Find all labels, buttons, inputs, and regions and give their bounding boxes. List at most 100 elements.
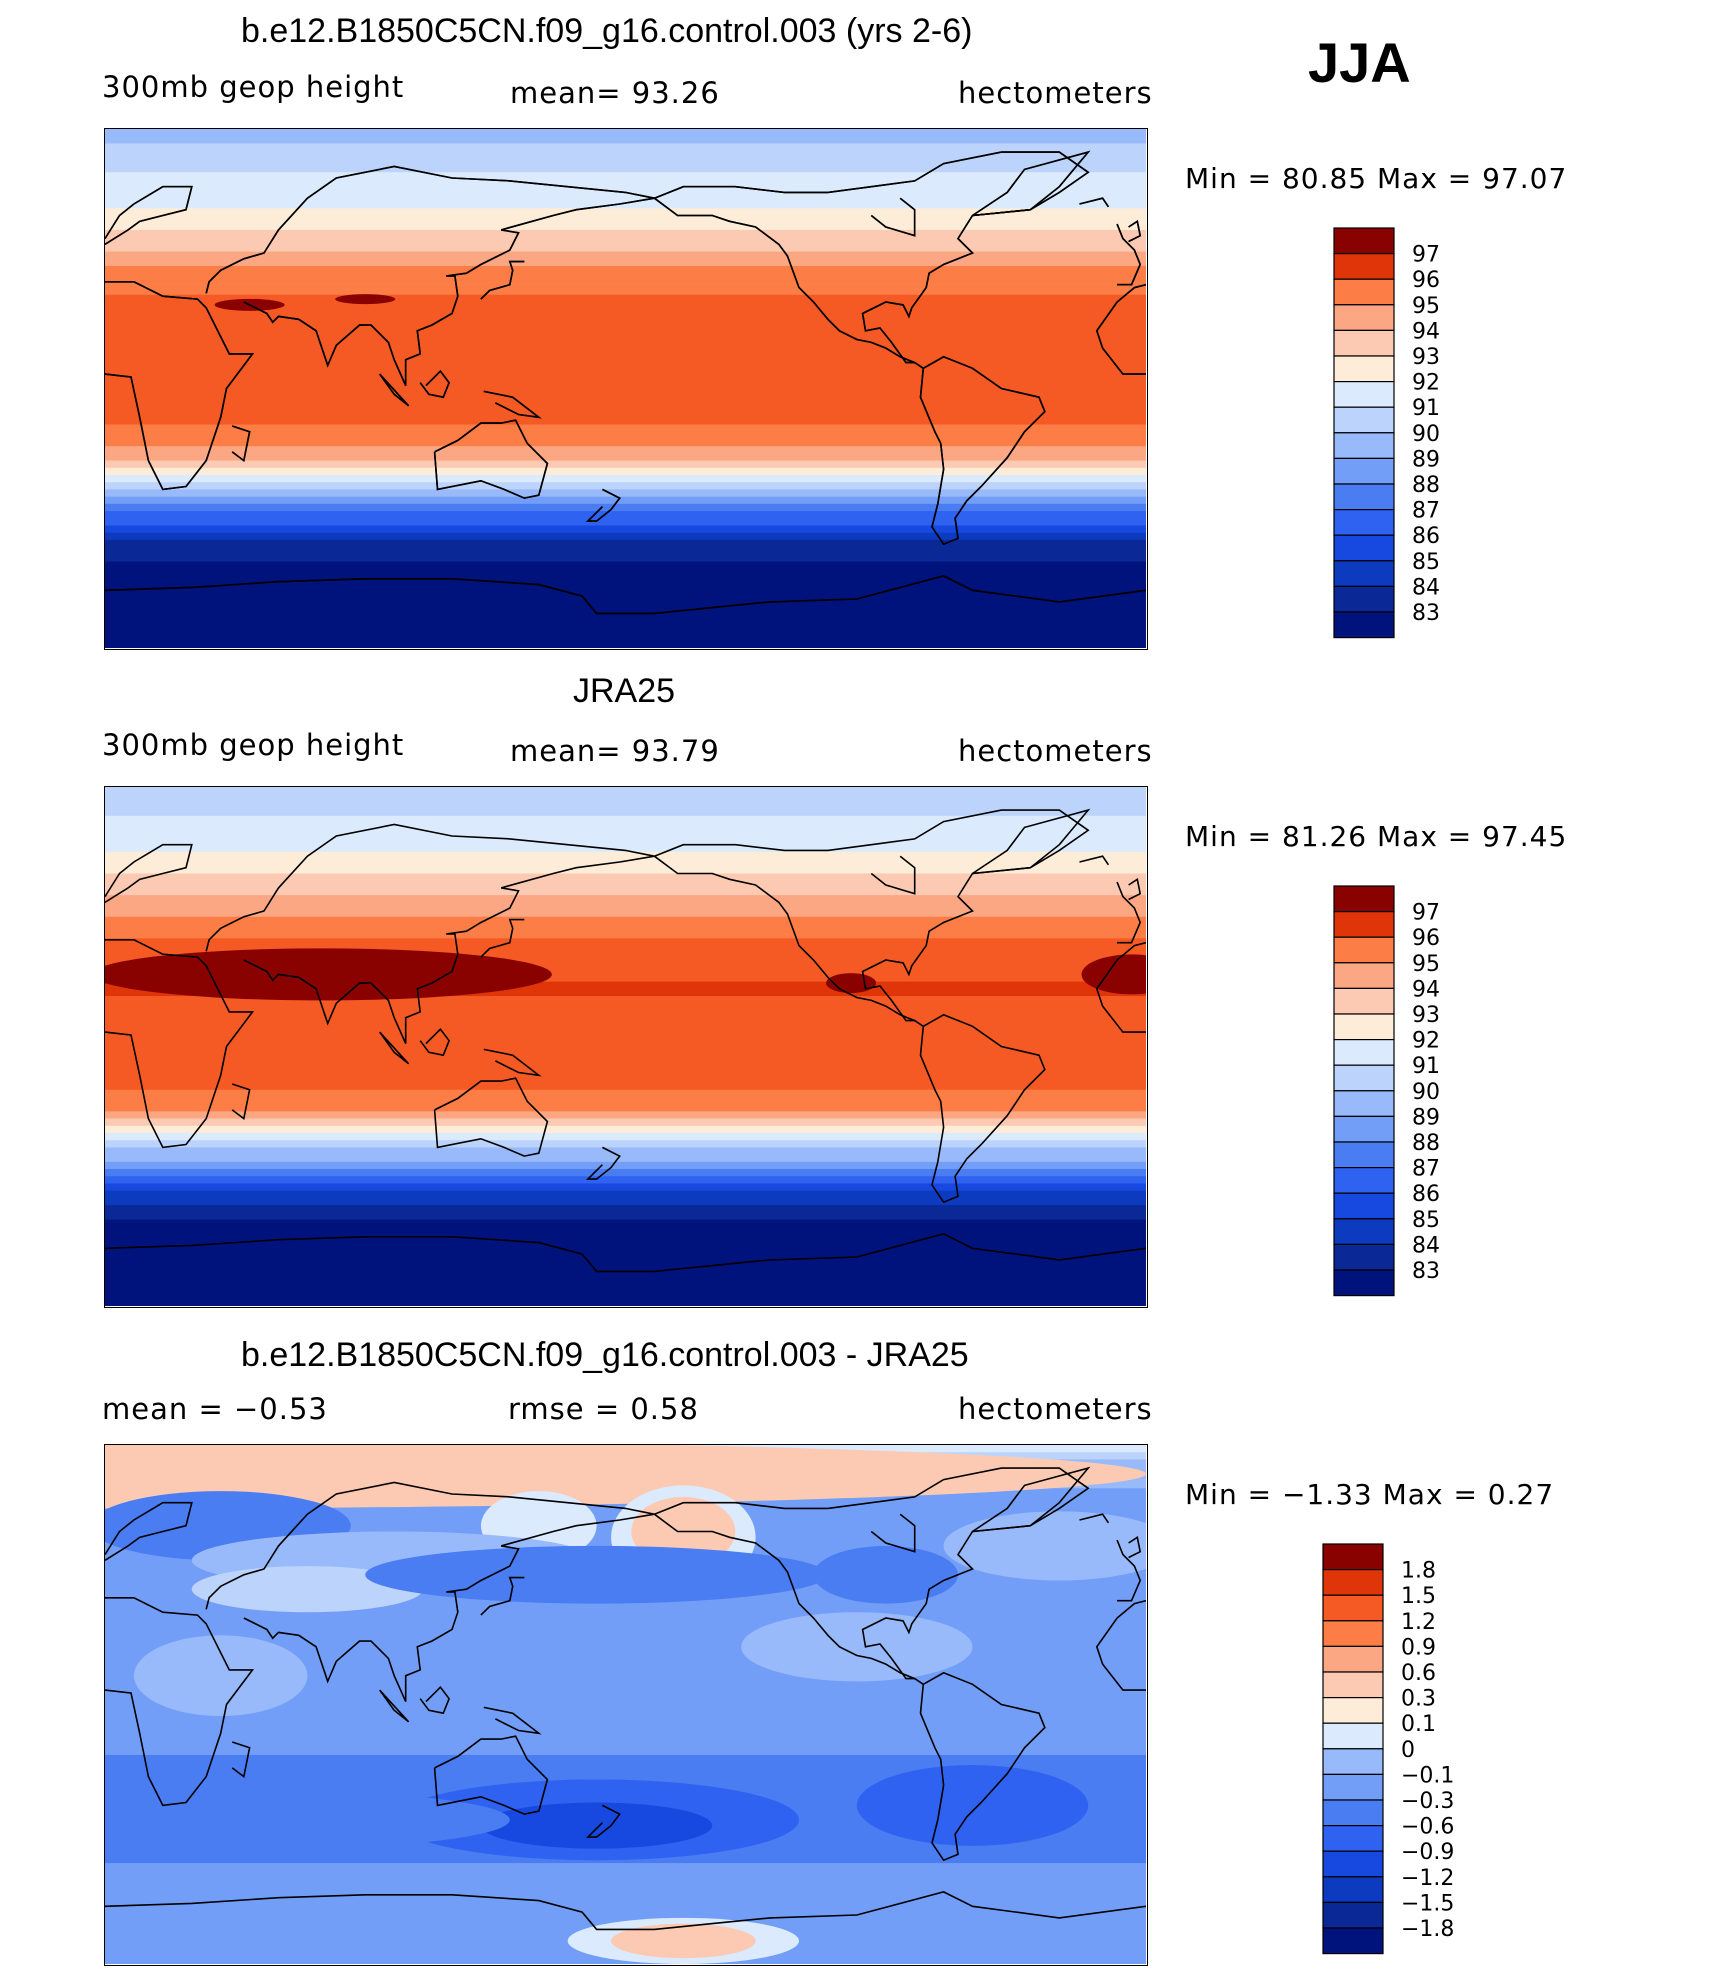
panel2-max-region — [1081, 954, 1146, 995]
panel2-colorbar-box — [1333, 885, 1395, 913]
panel3-colorbar-label: −0.1 — [1401, 1763, 1454, 1788]
panel3-anomaly-region — [105, 1762, 221, 1820]
panel2-colorbar-box — [1333, 1243, 1395, 1271]
panel2-band — [105, 1233, 1146, 1242]
panel3-coastline — [654, 1467, 1090, 1685]
panel2-band — [105, 1291, 1146, 1300]
panel1-band — [105, 323, 1146, 332]
panel1-band — [105, 150, 1146, 159]
panel1-colorbar-label: 85 — [1412, 550, 1440, 575]
panel3-band — [105, 1726, 1146, 1734]
panel2-colorbar-label: 97 — [1412, 901, 1440, 926]
panel1-band — [105, 475, 1146, 483]
panel3-coastline — [1095, 1599, 1146, 1665]
panel1-band — [105, 590, 1146, 599]
panel1-colorbar-box — [1333, 611, 1395, 639]
panel3-colorbar-box — [1322, 1748, 1384, 1776]
panel3-band — [105, 1711, 1146, 1720]
panel2-coastline — [1101, 1005, 1146, 1033]
panel1-band — [105, 157, 1146, 166]
panel2-band — [105, 1140, 1146, 1149]
panel1-band — [105, 511, 1146, 519]
panel2-band — [105, 1269, 1146, 1278]
panel1-colorbar-box — [1333, 406, 1395, 434]
panel2-band — [105, 923, 1146, 932]
panel2-band — [105, 830, 1146, 839]
panel1-colorbar-box — [1333, 585, 1395, 613]
panel3-colorbar-label: 0.3 — [1401, 1687, 1436, 1712]
panel1-coastline — [483, 390, 542, 419]
panel1-band — [105, 597, 1146, 606]
panel3-band — [105, 1697, 1146, 1706]
panel1-coastline — [653, 197, 915, 364]
panel1-colorbar-label: 83 — [1412, 601, 1440, 626]
panel3-colorbar-box — [1322, 1876, 1384, 1903]
panel2-band — [105, 1053, 1146, 1062]
panel1-colorbar-label: 87 — [1412, 499, 1440, 524]
panel1-colorbar: 97 96 95 94 93 92 91 90 89 88 87 86 85 84 83 — [1333, 227, 1494, 643]
panel2-band — [105, 808, 1146, 817]
panel1-colorbar-box — [1333, 329, 1395, 357]
panel1-band — [105, 489, 1146, 498]
panel2-coastline — [419, 1027, 451, 1057]
panel2-band — [105, 1147, 1146, 1156]
panel3-colorbar-label: 0.1 — [1401, 1712, 1436, 1737]
panel1-band — [105, 345, 1146, 354]
panel2-band — [105, 1075, 1146, 1084]
panel2-colorbar-box — [1333, 1141, 1395, 1169]
panel1-band — [105, 640, 1146, 648]
panel3-band — [105, 1733, 1146, 1742]
panel2-band — [105, 1277, 1146, 1285]
panel1-band — [105, 165, 1146, 173]
panel3-colorbar-label: −1.5 — [1401, 1891, 1454, 1916]
panel3-band — [105, 1661, 1146, 1670]
panel3-colorbar-box — [1322, 1799, 1384, 1827]
panel2-colorbar-label: 88 — [1412, 1131, 1440, 1156]
panel1-band — [105, 287, 1146, 296]
panel2-colorbar-box — [1333, 1269, 1395, 1297]
panel1-colorbar-box — [1333, 534, 1395, 562]
panel2-band — [105, 1255, 1146, 1264]
panel1-units-label: hectometers — [958, 76, 1153, 110]
panel2-band — [105, 1154, 1146, 1163]
panel3-band — [105, 1891, 1146, 1900]
panel1-band — [105, 453, 1146, 462]
panel1-band — [105, 388, 1146, 397]
panel1-coastline — [919, 355, 1046, 546]
panel3-coastline — [585, 1804, 621, 1838]
panel2-coastline — [585, 1146, 621, 1180]
panel1-band — [105, 352, 1146, 361]
panel2-coastline — [1095, 941, 1146, 1007]
panel2-band — [105, 866, 1146, 875]
panel1-colorbar-box — [1333, 457, 1395, 485]
panel3-colorbar-label: −1.8 — [1401, 1917, 1454, 1942]
panel2-band — [105, 1032, 1146, 1040]
panel3-band — [105, 1690, 1146, 1698]
panel1-colorbar-label: 90 — [1412, 422, 1440, 447]
panel1-band — [105, 273, 1146, 281]
panel1-band — [105, 374, 1146, 382]
panel2-coastline — [1079, 855, 1110, 866]
panel1-coastline — [105, 281, 255, 491]
panel1-band — [105, 568, 1146, 577]
panel3-colorbar-label: 1.2 — [1401, 1610, 1436, 1635]
panel2-band — [105, 988, 1146, 997]
panel2-colorbar-box — [1333, 936, 1395, 964]
panel3-coastline — [105, 1891, 1146, 1931]
panel1-band — [105, 633, 1146, 642]
panel1-coastline — [1079, 197, 1110, 208]
panel3-anomaly-region — [191, 1566, 424, 1613]
panel2-band — [105, 801, 1146, 810]
panel3-coastline — [1116, 1539, 1142, 1602]
panel2-band — [105, 1262, 1146, 1271]
panel2-band — [105, 1190, 1146, 1199]
panel3-coastline — [419, 1685, 451, 1715]
panel1-band — [105, 518, 1146, 527]
panel2-colorbar: 97 96 95 94 93 92 91 90 89 88 87 86 85 84 83 — [1333, 885, 1494, 1301]
panel2-band — [105, 1068, 1146, 1076]
panel2-band — [105, 1241, 1146, 1249]
panel2-band — [105, 945, 1146, 954]
panel2-band — [105, 931, 1146, 939]
panel2-band — [105, 981, 1146, 990]
panel2-colorbar-label: 87 — [1412, 1157, 1440, 1182]
